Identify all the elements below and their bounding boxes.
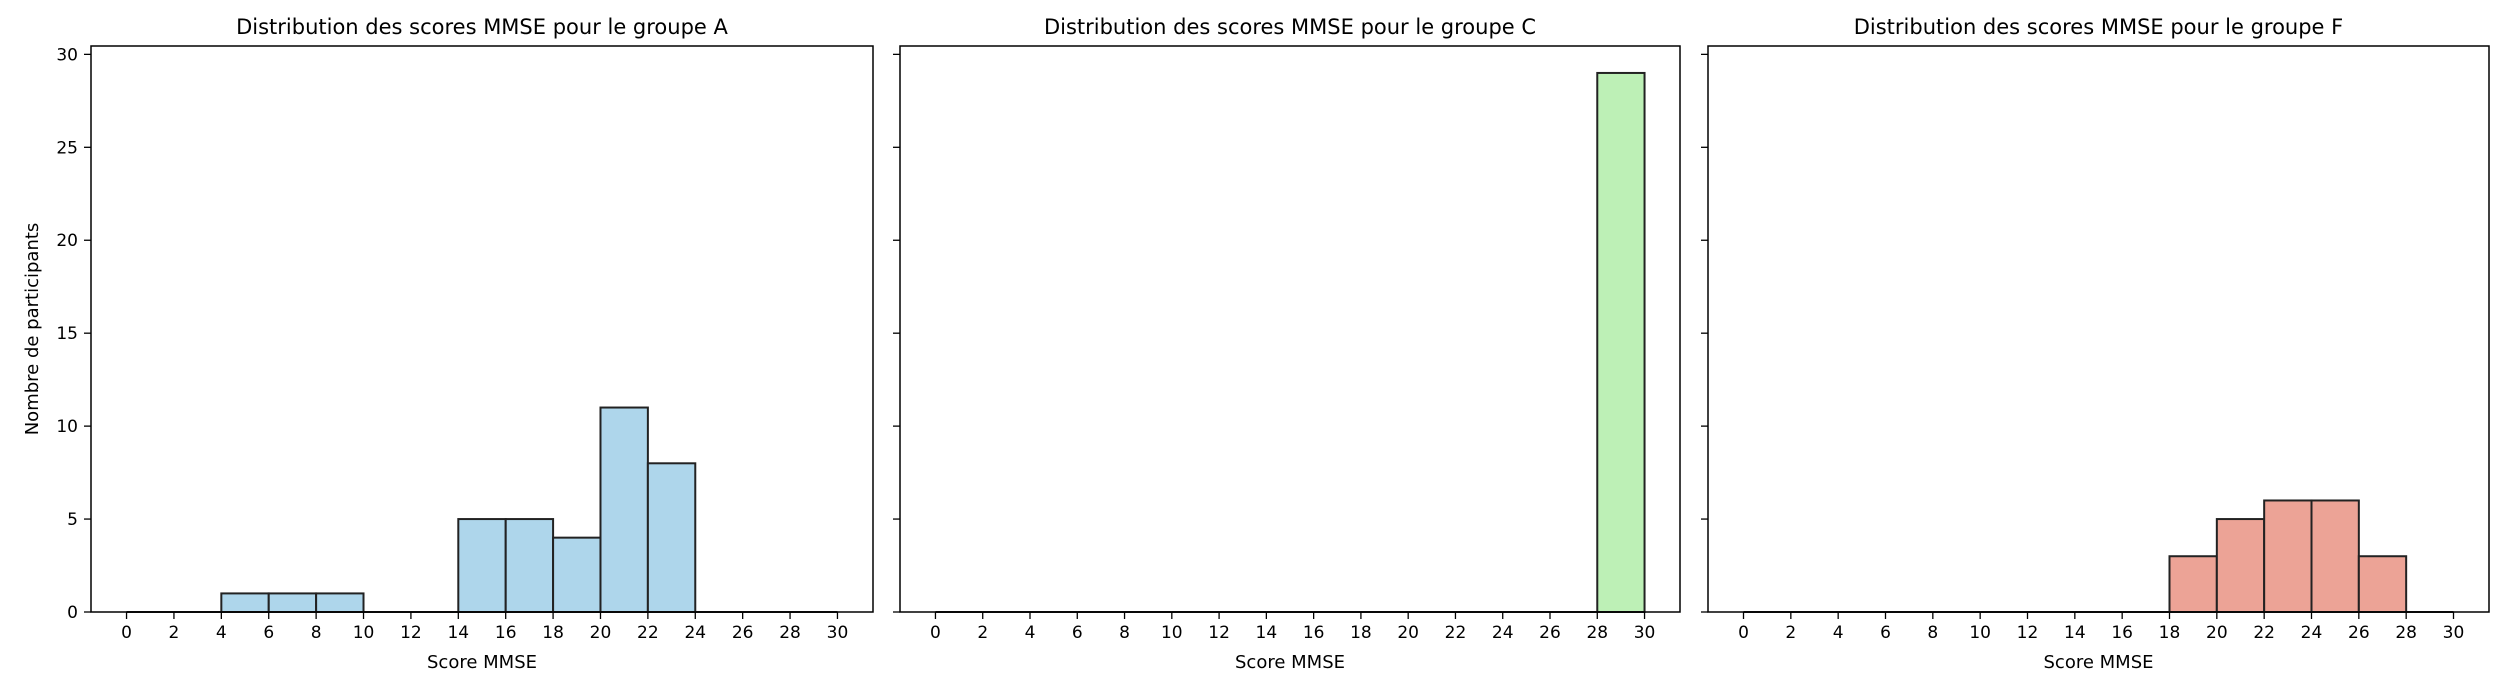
x-tick-label: 26 [732, 623, 754, 643]
x-tick-label: 18 [542, 623, 564, 643]
histogram-bar [646, 462, 697, 613]
histogram-bar [2263, 499, 2313, 613]
histogram-bar [220, 592, 270, 614]
x-tick-label: 10 [1969, 623, 1991, 643]
y-tick-label: 30 [56, 45, 78, 65]
x-tick-label: 30 [1634, 623, 1656, 643]
x-tick-label: 14 [447, 623, 469, 643]
chart-panel-0: 0 2 4 6 8 10 12 14 16 18 20 22 24 26 28 30051015202530D… [22, 15, 874, 673]
x-tick-label: 14 [1256, 623, 1278, 643]
chart-title: Distribution des scores MMSE pour le gro… [236, 15, 728, 39]
chart-title: Distribution des scores MMSE pour le gro… [1044, 15, 1536, 39]
histogram-bar [2357, 555, 2408, 613]
x-axis-label: Score MMSE [1235, 652, 1345, 673]
histogram-bar [2310, 499, 2360, 613]
x-tick-label: 26 [1539, 623, 1561, 643]
y-tick-label: 20 [56, 231, 78, 251]
x-tick-label: 2 [1785, 623, 1796, 643]
x-tick-label: 28 [2395, 623, 2417, 643]
y-tick-label: 15 [56, 324, 78, 344]
histogram-bar [267, 592, 318, 614]
x-tick-label: 4 [1833, 623, 1844, 643]
x-tick-label: 0 [930, 623, 941, 643]
x-tick-label: 16 [1303, 623, 1325, 643]
x-tick-label: 0 [1738, 623, 1749, 643]
x-tick-label: 28 [1586, 623, 1608, 643]
histogram-bar [1596, 71, 1646, 613]
x-tick-label: 18 [1350, 623, 1372, 643]
x-tick-label: 0 [121, 623, 132, 643]
histogram-bar [2215, 518, 2266, 613]
x-tick-label: 4 [216, 623, 227, 643]
axes-frame [90, 45, 874, 613]
x-tick-label: 20 [590, 623, 612, 643]
chart-panel-1: 0 2 4 6 8 10 12 14 16 18 20 22 24 26 28 30Distribution … [893, 15, 1681, 673]
x-tick-label: 8 [1927, 623, 1938, 643]
x-tick-label: 18 [2159, 623, 2181, 643]
axes-frame [899, 45, 1681, 613]
histogram-bar [599, 406, 649, 613]
y-tick-label: 25 [56, 138, 78, 158]
x-tick-label: 20 [2206, 623, 2228, 643]
x-tick-label: 12 [2017, 623, 2039, 643]
x-tick-label: 6 [1880, 623, 1891, 643]
chart-panel-2: 0 2 4 6 8 10 12 14 16 18 20 22 24 26 28 30Distribution … [1701, 15, 2490, 673]
x-tick-label: 24 [684, 623, 706, 643]
x-tick-label: 22 [1445, 623, 1467, 643]
axes-frame [1707, 45, 2490, 613]
x-tick-label: 24 [1492, 623, 1514, 643]
x-tick-label: 16 [2111, 623, 2133, 643]
x-tick-label: 8 [311, 623, 322, 643]
x-tick-label: 6 [263, 623, 274, 643]
y-axis-label: Nombre de participants [22, 223, 43, 436]
x-tick-label: 4 [1025, 623, 1036, 643]
x-tick-label: 30 [2443, 623, 2465, 643]
x-tick-label: 10 [353, 623, 375, 643]
histogram-bar [457, 518, 507, 613]
x-tick-label: 12 [400, 623, 422, 643]
y-tick-label: 0 [67, 603, 78, 623]
x-tick-label: 28 [779, 623, 801, 643]
x-tick-label: 30 [827, 623, 849, 643]
x-axis-label: Score MMSE [427, 652, 537, 673]
x-tick-label: 26 [2348, 623, 2370, 643]
x-tick-label: 24 [2301, 623, 2323, 643]
x-tick-label: 16 [495, 623, 517, 643]
histogram-bar [552, 536, 602, 614]
x-axis-label: Score MMSE [2044, 652, 2154, 673]
x-tick-label: 20 [1397, 623, 1419, 643]
x-tick-label: 10 [1161, 623, 1183, 643]
x-tick-label: 8 [1119, 623, 1130, 643]
y-tick-label: 10 [56, 417, 78, 437]
x-tick-label: 22 [637, 623, 659, 643]
x-tick-label: 12 [1208, 623, 1230, 643]
x-tick-label: 2 [977, 623, 988, 643]
chart-title: Distribution des scores MMSE pour le gro… [1854, 15, 2344, 39]
histogram-bar [2168, 555, 2218, 613]
x-tick-label: 2 [169, 623, 180, 643]
x-tick-label: 14 [2064, 623, 2086, 643]
histogram-bar [315, 592, 365, 614]
x-tick-label: 6 [1072, 623, 1083, 643]
x-tick-label: 22 [2253, 623, 2275, 643]
histogram-bar [504, 518, 555, 613]
y-tick-label: 5 [67, 510, 78, 530]
